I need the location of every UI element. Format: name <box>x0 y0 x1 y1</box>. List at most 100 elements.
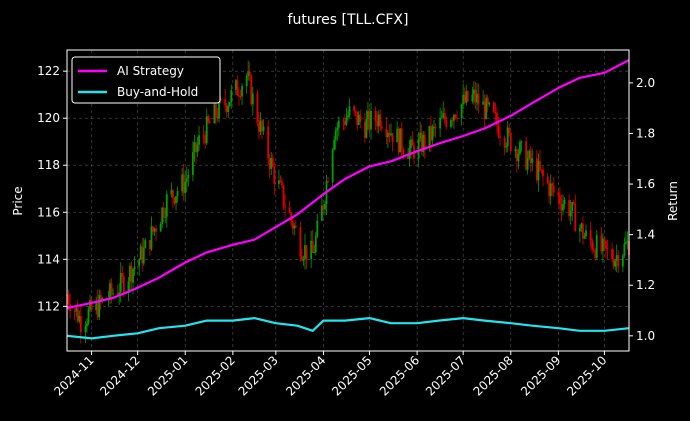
candle-body <box>526 158 529 170</box>
candle-body <box>440 117 443 119</box>
candle-body <box>535 158 538 181</box>
candle-body <box>505 146 508 148</box>
left-tick-label: 118 <box>37 158 60 172</box>
candle-body <box>423 134 426 148</box>
candle-body <box>256 93 259 123</box>
candle-body <box>411 139 414 146</box>
candle-body <box>559 195 561 204</box>
candle-body <box>529 150 532 164</box>
candle-body <box>248 71 251 77</box>
candle-body <box>402 149 405 154</box>
candle-body <box>132 269 134 283</box>
candle-body <box>482 101 485 105</box>
candle-body <box>591 240 594 250</box>
buy-and-hold-line <box>66 317 630 340</box>
plot-frame <box>66 49 630 352</box>
candle-body <box>270 157 273 169</box>
candle-body <box>387 132 389 138</box>
candle-body <box>184 181 187 194</box>
candle-body <box>494 112 497 114</box>
candle-body <box>374 110 377 121</box>
candle-body <box>571 202 574 212</box>
candle-body <box>141 246 144 264</box>
candle-body <box>420 132 423 153</box>
candle-body <box>291 220 294 229</box>
candle-body <box>399 128 402 153</box>
candle-body <box>611 248 614 260</box>
candle-body <box>390 133 392 136</box>
candle-body <box>503 137 506 148</box>
candle-body <box>118 292 121 295</box>
left-axis: 112 114 116 118 120 122 <box>37 64 67 313</box>
candle-body <box>546 176 549 183</box>
candle-body <box>400 128 403 150</box>
candle-body <box>449 120 452 127</box>
candle-body <box>176 191 179 197</box>
candle-body <box>345 117 348 125</box>
left-tick-label: 116 <box>37 205 60 219</box>
candle-body <box>568 199 571 217</box>
candle-body <box>149 240 151 250</box>
candle-body <box>582 223 584 239</box>
candle-body <box>606 248 609 250</box>
candle-body <box>396 128 399 143</box>
candle-body <box>84 326 87 333</box>
series-lines <box>66 59 630 340</box>
candle-body <box>259 120 262 132</box>
candle-body <box>187 174 190 179</box>
candle-body <box>368 111 371 130</box>
candle-body <box>258 122 260 132</box>
candle-body <box>67 294 70 305</box>
right-tick-label: 1.0 <box>636 329 655 343</box>
left-tick-label: 122 <box>37 64 60 78</box>
candle-body <box>578 228 581 232</box>
candle-body <box>213 104 216 124</box>
candle-body <box>431 126 434 141</box>
candle-body <box>453 114 455 121</box>
candle-body <box>603 238 606 242</box>
candle-body <box>353 106 356 112</box>
candle-body <box>549 183 552 197</box>
candle-body <box>155 228 157 232</box>
candle-body <box>520 141 523 143</box>
right-tick-label: 2.0 <box>636 76 655 90</box>
candle-body <box>560 203 563 211</box>
candle-body <box>508 127 511 133</box>
candle-body <box>205 116 208 144</box>
candle-body <box>262 126 265 132</box>
candle-body <box>208 121 211 124</box>
candle-body <box>539 160 541 170</box>
chart-title: futures [TLL.CFX] <box>288 12 409 28</box>
candle-body <box>589 230 592 241</box>
candle-body <box>320 205 323 221</box>
candle-body <box>122 276 125 294</box>
candle-body <box>445 119 448 127</box>
candle-body <box>488 102 491 105</box>
candle-body <box>344 120 346 125</box>
candle-body <box>139 246 142 260</box>
legend-label-ai-strategy: AI Strategy <box>117 64 184 78</box>
candle-body <box>592 249 595 251</box>
candle-body <box>514 149 517 152</box>
candle-body <box>537 160 540 181</box>
candle-body <box>474 89 477 103</box>
candle-body <box>621 255 624 267</box>
candle-body <box>278 180 280 184</box>
candle-body <box>595 235 598 258</box>
y-axis-left-label: Price <box>11 186 25 215</box>
candle-body <box>268 158 271 169</box>
candle-body <box>601 238 604 252</box>
candle-body <box>316 220 319 237</box>
candle-body <box>376 120 379 127</box>
candle-body <box>215 104 217 117</box>
candle-body <box>569 211 572 217</box>
candle-body <box>138 259 141 267</box>
candle-body <box>75 307 78 312</box>
candle-body <box>377 114 380 127</box>
candle-body <box>313 252 316 254</box>
candle-body <box>162 207 165 218</box>
candle-body <box>359 114 362 122</box>
candle-body <box>218 98 220 119</box>
candle-body <box>410 139 412 149</box>
candle-body <box>311 240 314 253</box>
